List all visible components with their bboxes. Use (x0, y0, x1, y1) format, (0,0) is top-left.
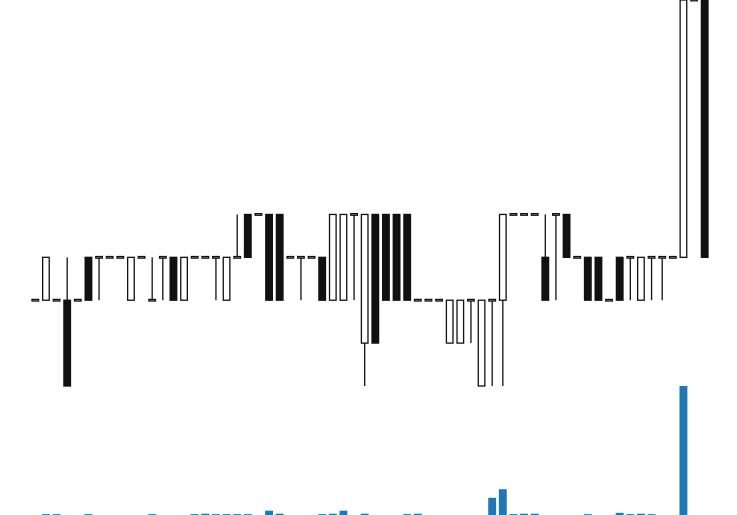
candle-body (530, 212, 539, 216)
volume-bar (339, 510, 348, 515)
candle-body (328, 213, 337, 301)
candle-body (615, 256, 624, 301)
candle-body (647, 255, 656, 259)
candle-body (668, 255, 677, 259)
volume-bar (328, 513, 337, 515)
candle-body (201, 255, 210, 259)
candle-body (158, 255, 167, 259)
volume-bar (530, 513, 539, 515)
volume-bar (615, 512, 624, 515)
volume-bar (275, 513, 284, 515)
candle-body (690, 0, 699, 2)
candle-body (605, 298, 614, 302)
candle-body (84, 256, 93, 301)
candle-body (318, 256, 327, 301)
candle-body (636, 256, 645, 301)
candle-body (169, 256, 178, 301)
candle-body (350, 212, 359, 216)
candle-body (424, 298, 433, 302)
candle-body (211, 255, 220, 259)
candle-body (95, 255, 104, 259)
price-panel (31, 0, 709, 387)
candle-body (541, 256, 550, 301)
candle-body (392, 213, 401, 301)
candle-body (626, 255, 635, 259)
candle-body (403, 213, 412, 301)
candle-body (658, 255, 667, 259)
candle-body (126, 256, 135, 301)
candle-body (435, 298, 444, 302)
volume-bar (413, 513, 422, 515)
volume-bar (201, 513, 210, 515)
candle-body (573, 255, 582, 259)
candle-body (307, 255, 316, 259)
candle-body (190, 255, 199, 259)
candle-body (583, 256, 592, 301)
candle-body (137, 255, 146, 259)
volume-bar (636, 513, 645, 515)
candle-body (180, 256, 189, 301)
candle-body (477, 299, 486, 387)
candle-body (520, 212, 529, 216)
candle-body (413, 298, 422, 302)
candle-body (381, 213, 390, 301)
candle-body (222, 256, 231, 301)
candle-body (116, 255, 125, 259)
candle-body (360, 213, 369, 344)
candle-body (233, 255, 242, 259)
candle-body (41, 256, 50, 301)
volume-bar (498, 489, 507, 515)
candle-body (445, 299, 454, 344)
candle-body (498, 213, 507, 301)
candle-body (509, 212, 518, 216)
volume-bar (520, 513, 529, 515)
candle-body (63, 299, 72, 387)
candle-body (562, 213, 571, 258)
volume-bar (360, 513, 369, 515)
candle-body (254, 212, 263, 216)
candle-body (551, 212, 560, 216)
candle-body (148, 298, 157, 302)
candle-body (488, 298, 497, 302)
candle-body (371, 213, 380, 344)
candle-body (339, 213, 348, 301)
candle-body (679, 0, 688, 258)
candle-body (31, 298, 40, 302)
candle-body (73, 298, 82, 302)
candle-body (296, 255, 305, 259)
candle-body (456, 299, 465, 344)
candle-body (594, 256, 603, 301)
volume-bar (679, 386, 688, 515)
volume-bar (488, 497, 497, 515)
volume-bar (265, 510, 274, 515)
candle-body (105, 255, 114, 259)
candle-body (243, 213, 252, 258)
candle-body (700, 0, 709, 258)
candle-body (52, 298, 61, 302)
candle-body (466, 298, 475, 302)
candle-body (286, 255, 295, 259)
candle-body (275, 213, 284, 301)
candle-body (265, 213, 274, 301)
